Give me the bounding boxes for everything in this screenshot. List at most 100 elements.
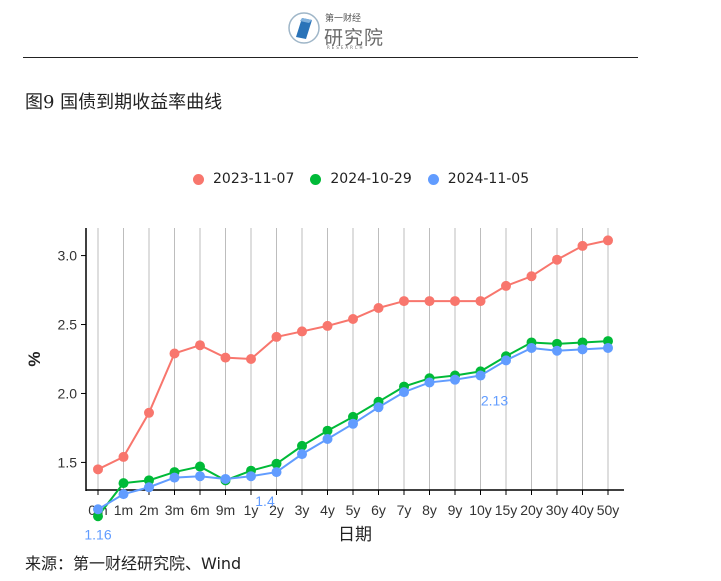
data-point — [501, 351, 511, 362]
data-point — [271, 458, 282, 469]
y-tick-label: 2.5 — [58, 317, 78, 333]
data-point — [93, 504, 103, 515]
data-point — [501, 280, 511, 291]
data-point — [246, 465, 256, 476]
x-tick-label: 7y — [397, 502, 412, 518]
x-tick-label: 30y — [546, 502, 569, 518]
data-point — [93, 464, 103, 475]
x-tick-label: 1m — [114, 502, 133, 518]
data-point — [195, 340, 205, 351]
data-point — [399, 381, 409, 392]
x-tick-label: 6m — [190, 502, 209, 518]
data-point — [220, 475, 231, 486]
y-tick-label: 3.0 — [58, 248, 78, 264]
x-tick-label: 50y — [597, 502, 620, 518]
data-point — [271, 331, 282, 342]
data-point — [399, 387, 409, 398]
data-point — [169, 348, 180, 359]
legend-label: 2024-10-29 — [330, 171, 412, 187]
data-point — [246, 471, 256, 482]
data-point — [118, 451, 129, 462]
data-point — [373, 402, 384, 413]
data-label: 1.4 — [255, 493, 275, 509]
research-logo: 第一财经 研究院 RESEARCH — [287, 8, 387, 50]
series-line — [97, 346, 609, 511]
axis-layer: 1.5 2.0 2.5 3.0 0m 1m 2m 3m 6m 9m 1y 2y 3y 4y 5y 6y 7y 8y… — [25, 228, 624, 544]
data-point — [373, 302, 384, 313]
x-tick-label: 2y — [269, 502, 284, 518]
series-line — [97, 239, 609, 471]
legend-label: 2023-11-07 — [213, 171, 295, 187]
data-point — [577, 240, 588, 251]
logo-emblem-icon — [288, 12, 320, 44]
data-point — [322, 433, 333, 444]
data-point — [603, 342, 613, 353]
grid-layer — [97, 228, 609, 490]
data-label: 2.13 — [481, 393, 508, 409]
x-tick-label: 3y — [295, 502, 310, 518]
x-tick-label: 15y — [495, 502, 518, 518]
y-tick-label: 1.5 — [58, 454, 78, 470]
series-layer — [93, 235, 613, 522]
data-point — [169, 472, 180, 483]
data-point — [450, 374, 460, 385]
x-tick-label: 20y — [520, 502, 543, 518]
data-point — [195, 461, 205, 472]
data-point — [220, 473, 231, 484]
data-point — [373, 396, 384, 407]
data-point — [144, 482, 154, 493]
data-point — [424, 377, 435, 388]
data-point — [348, 411, 358, 422]
data-point — [271, 467, 282, 478]
x-tick-label: 0m — [88, 502, 107, 518]
x-tick-label: 2m — [139, 502, 158, 518]
legend-marker-icon — [193, 173, 204, 185]
data-point — [348, 314, 358, 325]
header-divider — [23, 57, 638, 58]
data-point — [552, 338, 562, 349]
x-tick-label: 4y — [320, 502, 335, 518]
data-point — [577, 337, 588, 348]
x-tick-label: 6y — [371, 502, 386, 518]
data-point — [297, 449, 307, 460]
source-note: 来源：第一财经研究院、Wind — [25, 554, 242, 573]
legend-marker-icon — [310, 173, 322, 185]
x-axis-title: 日期 — [338, 525, 372, 544]
data-point — [526, 337, 537, 348]
data-point — [475, 370, 486, 381]
data-point — [450, 370, 460, 381]
data-point — [399, 296, 409, 307]
y-tick-label: 2.0 — [58, 385, 78, 401]
x-tick-label: 9y — [448, 502, 463, 518]
data-point — [195, 471, 205, 482]
x-tick-label: 40y — [571, 502, 594, 518]
data-point — [220, 352, 231, 363]
data-point — [603, 336, 613, 347]
data-point — [577, 344, 588, 355]
data-point — [475, 296, 486, 307]
data-point — [93, 511, 103, 522]
legend-item: 2024-11-05 — [427, 171, 530, 187]
x-tick-label: 10y — [469, 502, 492, 518]
logo-sub-text: RESEARCH — [327, 45, 365, 50]
data-point — [348, 418, 358, 429]
figure-title: 图9 国债到期收益率曲线 — [25, 92, 223, 113]
chart-legend: 2023-11-07 2024-10-29 2024-11-05 — [193, 170, 545, 188]
data-point — [144, 407, 154, 418]
logo-main-text: 研究院 — [324, 27, 385, 49]
data-point — [501, 355, 511, 366]
data-point — [603, 235, 613, 246]
data-point — [526, 271, 537, 282]
data-point — [297, 326, 307, 337]
data-point — [552, 345, 562, 356]
x-tick-label: 8y — [422, 502, 437, 518]
report-header: 第一财经 研究院 RESEARCH — [0, 0, 721, 58]
data-point — [297, 440, 307, 451]
data-point — [424, 373, 435, 384]
x-tick-label: 1y — [244, 502, 259, 518]
legend-label: 2024-11-05 — [447, 171, 530, 187]
logo-top-text: 第一财经 — [325, 14, 362, 24]
legend-item: 2023-11-07 — [193, 171, 294, 187]
data-point — [526, 342, 537, 353]
data-point — [322, 320, 333, 331]
